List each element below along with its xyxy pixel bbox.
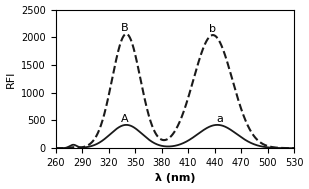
X-axis label: λ (nm): λ (nm) (154, 174, 195, 184)
Text: b: b (210, 24, 216, 34)
Text: B: B (121, 23, 128, 33)
Text: A: A (121, 114, 128, 124)
Text: a: a (217, 114, 223, 124)
Y-axis label: RFI: RFI (6, 70, 15, 88)
